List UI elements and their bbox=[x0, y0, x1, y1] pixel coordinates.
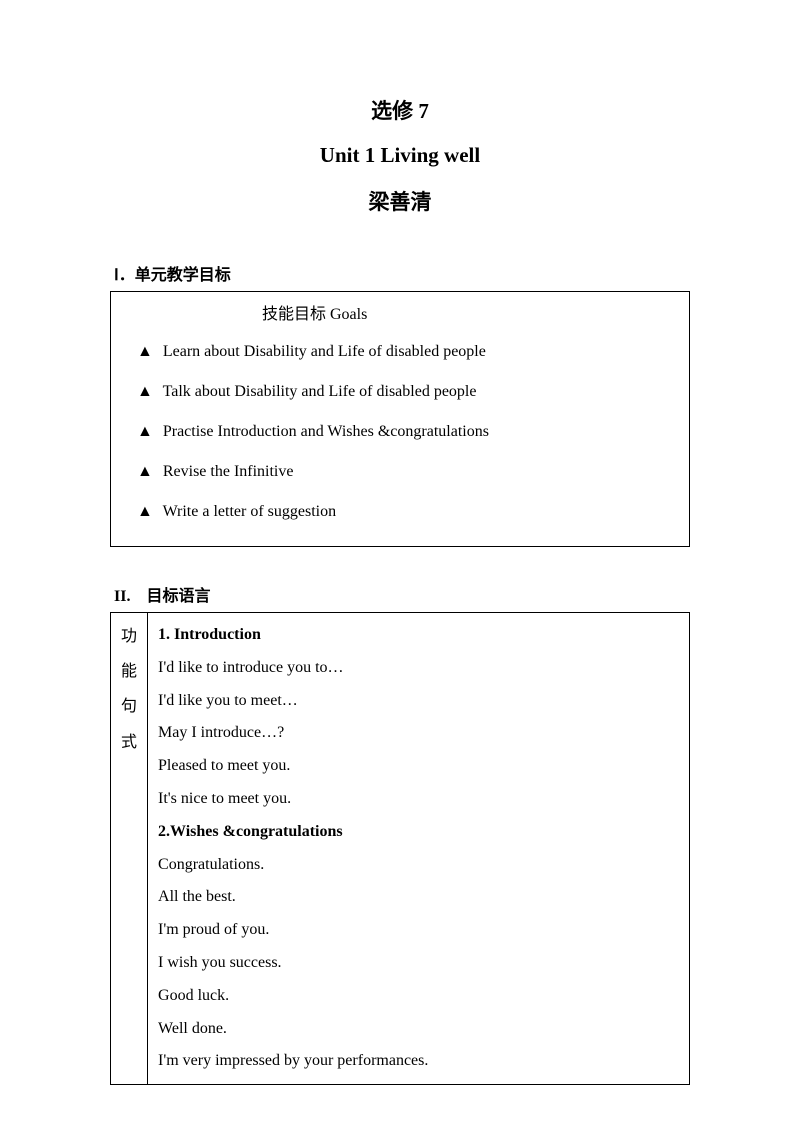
goal-item-3: ▲ Practise Introduction and Wishes &cong… bbox=[137, 420, 673, 444]
wishes-line-5: Good luck. bbox=[158, 980, 679, 1013]
wishes-line-1: Congratulations. bbox=[158, 849, 679, 882]
triangle-icon: ▲ bbox=[137, 340, 153, 364]
intro-heading: 1. Introduction bbox=[158, 619, 679, 652]
vlabel-3: 句 bbox=[121, 689, 137, 724]
wishes-line-3: I'm proud of you. bbox=[158, 914, 679, 947]
vlabel-1: 功 bbox=[121, 619, 137, 654]
triangle-icon: ▲ bbox=[137, 500, 153, 524]
vertical-label-cell: 功 能 句 式 bbox=[111, 613, 148, 1085]
vlabel-4: 式 bbox=[121, 725, 137, 760]
intro-line-4: Pleased to meet you. bbox=[158, 750, 679, 783]
vlabel-2: 能 bbox=[121, 654, 137, 689]
triangle-icon: ▲ bbox=[137, 460, 153, 484]
goals-header: 技能目标 Goals bbox=[127, 300, 673, 324]
triangle-icon: ▲ bbox=[137, 420, 153, 444]
intro-line-2: I'd like you to meet… bbox=[158, 685, 679, 718]
wishes-line-6: Well done. bbox=[158, 1013, 679, 1046]
goal-text-3: Practise Introduction and Wishes &congra… bbox=[163, 423, 489, 440]
triangle-icon: ▲ bbox=[137, 380, 153, 404]
goal-item-4: ▲ Revise the Infinitive bbox=[137, 460, 673, 484]
goal-text-2: Talk about Disability and Life of disabl… bbox=[163, 383, 477, 400]
goal-text-1: Learn about Disability and Life of disab… bbox=[163, 343, 486, 360]
goals-cell: 技能目标 Goals ▲ Learn about Disability and … bbox=[111, 292, 690, 547]
language-table: 功 能 句 式 1. Introduction I'd like to intr… bbox=[110, 612, 690, 1085]
goal-item-2: ▲ Talk about Disability and Life of disa… bbox=[137, 380, 673, 404]
wishes-line-4: I wish you success. bbox=[158, 947, 679, 980]
goal-item-1: ▲ Learn about Disability and Life of dis… bbox=[137, 340, 673, 364]
intro-line-1: I'd like to introduce you to… bbox=[158, 652, 679, 685]
wishes-line-7: I'm very impressed by your performances. bbox=[158, 1045, 679, 1078]
goal-item-5: ▲ Write a letter of suggestion bbox=[137, 500, 673, 524]
doc-title-2: Unit 1 Living well bbox=[110, 143, 690, 168]
doc-title-3: 梁善清 bbox=[110, 186, 690, 216]
section-1-header: Ⅰ．单元教学目标 bbox=[110, 261, 690, 285]
intro-line-3: May I introduce…? bbox=[158, 717, 679, 750]
doc-title-1: 选修 7 bbox=[110, 95, 690, 125]
goal-text-5: Write a letter of suggestion bbox=[163, 503, 337, 520]
content-cell: 1. Introduction I'd like to introduce yo… bbox=[148, 613, 690, 1085]
wishes-heading: 2.Wishes &congratulations bbox=[158, 816, 679, 849]
wishes-line-2: All the best. bbox=[158, 881, 679, 914]
goal-text-4: Revise the Infinitive bbox=[163, 463, 294, 480]
goals-table: 技能目标 Goals ▲ Learn about Disability and … bbox=[110, 291, 690, 547]
intro-line-5: It's nice to meet you. bbox=[158, 783, 679, 816]
section-2-header: II. 目标语言 bbox=[110, 582, 690, 606]
